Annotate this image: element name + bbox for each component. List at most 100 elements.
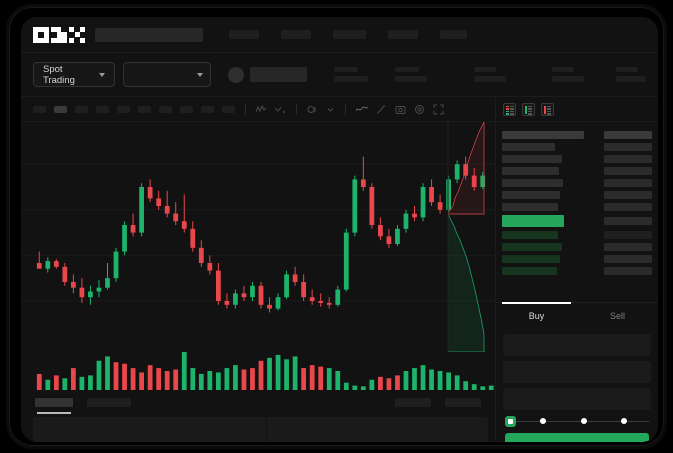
buy-sell-tabs: Buy Sell xyxy=(496,302,658,328)
bottom-tab-1[interactable] xyxy=(35,397,73,414)
nav-item-5[interactable] xyxy=(440,30,467,39)
order-form xyxy=(496,328,658,442)
ask-price xyxy=(502,167,559,175)
snapshot-icon[interactable] xyxy=(395,104,406,115)
order-book-ask-row[interactable] xyxy=(502,201,652,213)
stat-value xyxy=(552,76,585,82)
order-book-ask-row[interactable] xyxy=(502,141,652,153)
slider-handle[interactable] xyxy=(505,416,516,427)
slider-stop-75[interactable] xyxy=(621,418,627,424)
toolbar-divider xyxy=(245,103,246,115)
bottom-action-2[interactable] xyxy=(445,397,481,407)
timeframe-button-6[interactable] xyxy=(138,105,151,113)
market-stat-4 xyxy=(552,67,585,82)
compare-icon[interactable] xyxy=(275,105,286,114)
chevron-down-icon[interactable] xyxy=(326,105,335,114)
place-buy-order-button[interactable] xyxy=(505,433,649,442)
bottom-tab-2[interactable] xyxy=(87,397,131,407)
nav-item-2[interactable] xyxy=(281,30,311,39)
last-price-value xyxy=(249,67,308,82)
bid-price xyxy=(502,267,557,275)
chevron-down-icon xyxy=(197,72,204,77)
bid-amount xyxy=(604,267,652,275)
bid-price xyxy=(502,255,560,263)
order-book-spread-row[interactable] xyxy=(502,213,652,229)
stat-label xyxy=(334,67,359,72)
timeframe-button-1[interactable] xyxy=(33,105,46,113)
timeframe-button-10[interactable] xyxy=(222,105,235,113)
ask-amount xyxy=(604,179,652,187)
app-screen: Spot Trading xyxy=(21,17,658,442)
nav-item-1[interactable] xyxy=(229,30,259,39)
stat-label xyxy=(552,67,575,72)
order-book-header xyxy=(502,129,652,141)
timeframe-button-7[interactable] xyxy=(159,105,172,113)
stat-value xyxy=(334,76,369,82)
order-type-field[interactable] xyxy=(503,334,651,356)
orders-panel xyxy=(33,417,488,442)
column-header-amount xyxy=(604,131,652,139)
nav-title-placeholder xyxy=(95,27,203,42)
orderbook-mode-both-icon[interactable] xyxy=(503,103,516,116)
logo-letter-o-icon xyxy=(33,26,49,43)
ask-amount xyxy=(604,143,652,151)
market-stat-3 xyxy=(474,67,507,82)
orders-panel-divider xyxy=(266,417,267,442)
price-chart[interactable] xyxy=(21,122,495,390)
fullscreen-icon[interactable] xyxy=(433,104,444,115)
timeframe-button-8[interactable] xyxy=(180,105,193,113)
alert-icon[interactable] xyxy=(307,105,318,114)
timeframe-button-2[interactable] xyxy=(54,105,67,113)
price-field[interactable] xyxy=(503,361,651,383)
trading-pair-select[interactable] xyxy=(123,62,212,87)
order-book-bid-row[interactable] xyxy=(502,241,652,253)
slider-stop-50[interactable] xyxy=(581,418,587,424)
bid-amount xyxy=(604,243,652,251)
indicator-icon[interactable] xyxy=(256,104,267,114)
amount-field[interactable] xyxy=(503,388,651,410)
toolbar-divider xyxy=(296,103,297,115)
stat-label xyxy=(395,67,420,72)
nav-item-3[interactable] xyxy=(333,30,366,39)
order-book-ask-row[interactable] xyxy=(502,177,652,189)
top-navigation-bar xyxy=(21,17,658,53)
stat-value xyxy=(474,76,507,82)
order-book-ask-row[interactable] xyxy=(502,189,652,201)
logo-letter-x-icon xyxy=(69,26,85,43)
amount-percent-slider[interactable] xyxy=(505,415,649,429)
order-book-bid-row[interactable] xyxy=(502,253,652,265)
timeframe-button-4[interactable] xyxy=(96,105,109,113)
orderbook-mode-asks-icon[interactable] xyxy=(541,103,554,116)
tab-buy-label: Buy xyxy=(528,310,545,321)
tab-sell-label: Sell xyxy=(609,310,625,321)
slider-track xyxy=(509,421,649,422)
timeframe-button-5[interactable] xyxy=(117,105,130,113)
timeframe-button-9[interactable] xyxy=(201,105,214,113)
bid-amount xyxy=(604,255,652,263)
bid-amount xyxy=(604,231,652,239)
okx-logo[interactable] xyxy=(33,26,85,43)
drawing-tool-icon[interactable] xyxy=(376,104,387,115)
nav-item-4[interactable] xyxy=(388,30,418,39)
line-chart-icon[interactable] xyxy=(356,105,368,114)
spread-price xyxy=(502,215,564,227)
order-book-ask-row[interactable] xyxy=(502,165,652,177)
settings-icon[interactable] xyxy=(414,104,425,115)
tab-sell[interactable]: Sell xyxy=(577,303,658,328)
timeframe-button-3[interactable] xyxy=(75,105,88,113)
ask-price xyxy=(502,203,558,211)
order-book[interactable] xyxy=(496,122,658,302)
bottom-action-1[interactable] xyxy=(395,397,431,407)
stat-label xyxy=(616,67,639,72)
order-book-bid-row[interactable] xyxy=(502,229,652,241)
spot-trading-dropdown[interactable]: Spot Trading xyxy=(33,62,116,87)
stat-value xyxy=(616,76,647,82)
ask-price xyxy=(502,191,560,199)
slider-stop-25[interactable] xyxy=(540,418,546,424)
tab-buy[interactable]: Buy xyxy=(496,302,577,328)
orderbook-mode-bids-icon[interactable] xyxy=(522,103,535,116)
candlestick-chart-svg xyxy=(21,156,495,390)
order-book-bid-row[interactable] xyxy=(502,265,652,277)
column-header-price xyxy=(502,131,584,139)
order-book-ask-row[interactable] xyxy=(502,153,652,165)
